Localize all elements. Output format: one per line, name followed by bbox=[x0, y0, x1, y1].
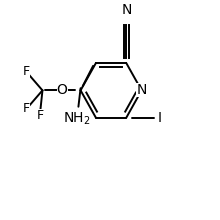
Text: N: N bbox=[121, 3, 132, 17]
Text: F: F bbox=[23, 102, 30, 116]
Text: I: I bbox=[158, 111, 162, 125]
Text: NH$_2$: NH$_2$ bbox=[64, 111, 91, 127]
Text: O: O bbox=[57, 83, 68, 97]
Text: F: F bbox=[37, 109, 44, 122]
Text: N: N bbox=[136, 83, 147, 97]
Text: F: F bbox=[23, 65, 30, 78]
